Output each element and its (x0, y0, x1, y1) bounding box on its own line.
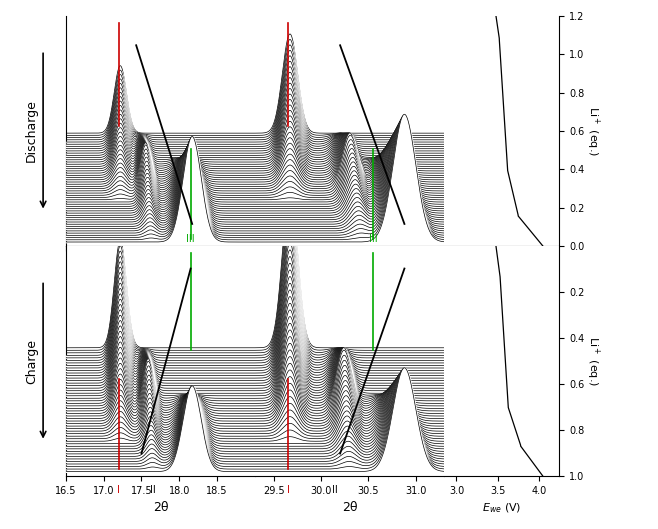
X-axis label: 2θ: 2θ (153, 501, 168, 514)
Y-axis label: Li$^+$ (eq.): Li$^+$ (eq.) (584, 336, 601, 386)
Text: III: III (186, 234, 195, 244)
Text: Discharge: Discharge (25, 99, 38, 162)
Text: III: III (369, 255, 378, 265)
Text: I: I (117, 485, 120, 495)
Y-axis label: Li$^+$ (eq.): Li$^+$ (eq.) (584, 106, 601, 156)
Text: III: III (186, 255, 195, 265)
X-axis label: $E_{we}$ (V): $E_{we}$ (V) (482, 501, 521, 515)
Text: Charge: Charge (25, 339, 38, 384)
Text: II: II (332, 485, 338, 495)
Text: III: III (369, 234, 378, 244)
Text: I: I (287, 485, 290, 495)
X-axis label: 2θ: 2θ (342, 501, 357, 514)
Text: II: II (150, 485, 156, 495)
